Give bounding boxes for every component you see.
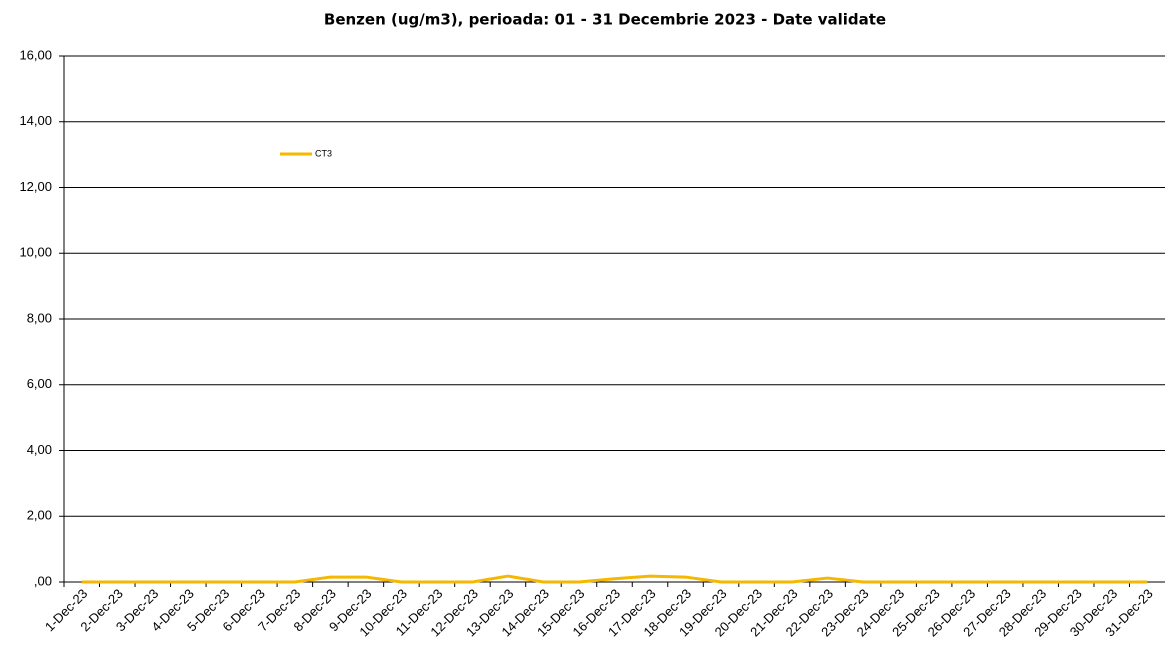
- data-line: [81, 574, 1148, 584]
- y-tick-label: 4,00: [27, 442, 52, 457]
- y-tick-label: 14,00: [19, 113, 52, 128]
- y-tick-label: 16,00: [19, 47, 52, 62]
- y-tick-label: 10,00: [19, 245, 52, 260]
- chart-title: Benzen (ug/m3), perioada: 01 - 31 Decemb…: [324, 11, 886, 29]
- y-tick-label: 2,00: [27, 508, 52, 523]
- y-tick-label: 8,00: [27, 310, 52, 325]
- y-tick-label: 6,00: [27, 376, 52, 391]
- y-tick-label: 12,00: [19, 179, 52, 194]
- y-tick-label: ,00: [34, 573, 52, 588]
- legend-label: CT3: [315, 148, 332, 158]
